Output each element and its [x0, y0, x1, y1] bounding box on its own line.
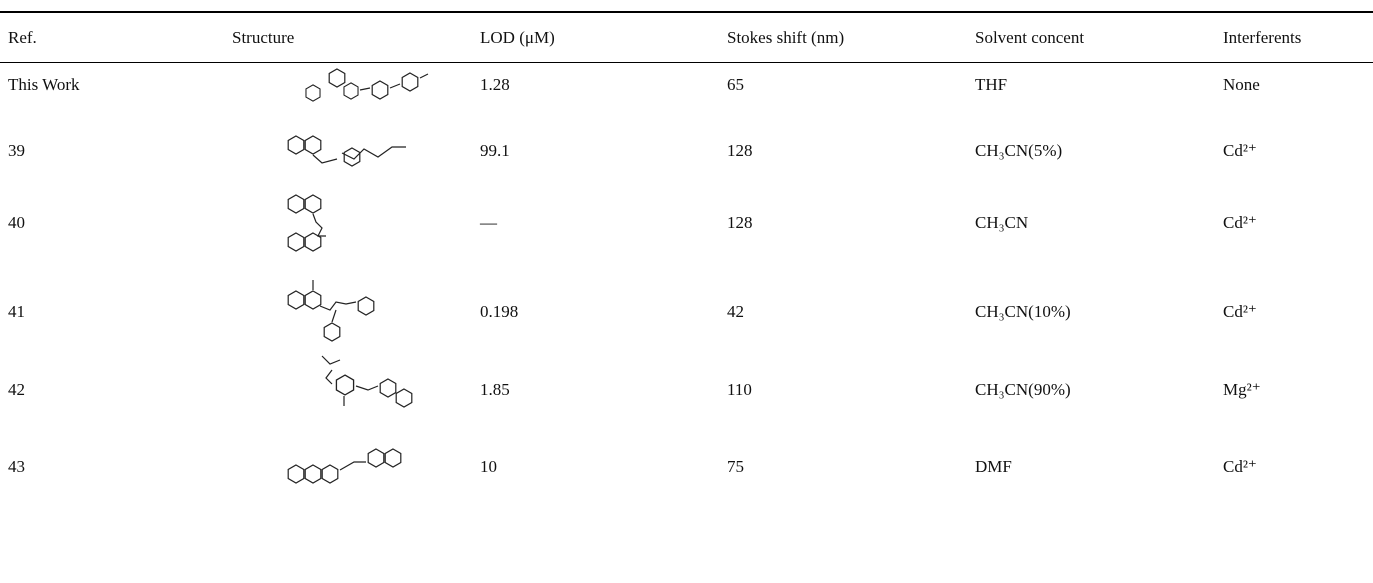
- cell-text: DMF: [975, 457, 1012, 476]
- structure: [287, 448, 402, 484]
- cell-text: 42: [727, 302, 744, 321]
- cell-text: —: [480, 213, 497, 232]
- cell-text: 41: [8, 302, 25, 321]
- structure: [305, 68, 429, 102]
- cell-text: This Work: [8, 75, 80, 94]
- cell-text: 39: [8, 141, 25, 160]
- cell-text: 42: [8, 380, 25, 399]
- cell-text: LOD (μM): [480, 28, 555, 47]
- cell-text: CH₃CN(10%): [975, 302, 1071, 321]
- cell-text: Cd²⁺: [1223, 213, 1257, 232]
- cell-text: CH₃CN(5%): [975, 141, 1063, 160]
- structure: [287, 280, 375, 342]
- header-rule: [0, 62, 1373, 63]
- cell-text: 43: [8, 457, 25, 476]
- cell-text: Solvent concent: [975, 28, 1085, 47]
- cell-text: Cd²⁺: [1223, 302, 1257, 321]
- cell-text: THF: [975, 75, 1008, 94]
- cell-text: Ref.: [8, 28, 37, 47]
- cell-text: 99.1: [480, 141, 510, 160]
- cell-text: Interferents: [1223, 28, 1302, 47]
- cell-text: Cd²⁺: [1223, 457, 1257, 476]
- cell-text: Mg²⁺: [1223, 380, 1261, 399]
- cell-text: CH₃CN: [975, 213, 1029, 232]
- top-rule: [0, 11, 1373, 13]
- cell-text: None: [1223, 75, 1260, 94]
- cell-text: Cd²⁺: [1223, 141, 1257, 160]
- cell-text: 0.198: [480, 302, 519, 321]
- cell-text: CH₃CN(90%): [975, 380, 1071, 399]
- structure: [321, 355, 413, 408]
- cell-text: 110: [727, 380, 752, 399]
- cell-text: 75: [727, 457, 744, 476]
- cell-text: 1.85: [480, 380, 510, 399]
- cell-text: 128: [727, 141, 753, 160]
- cell-text: 10: [480, 457, 497, 476]
- cell-text: Stokes shift (nm): [727, 28, 845, 47]
- cell-text: 1.28: [480, 75, 510, 94]
- cell-text: 40: [8, 213, 25, 232]
- cell-text: Structure: [232, 28, 295, 47]
- cell-text: 65: [727, 75, 744, 94]
- structure: [287, 194, 326, 252]
- structure: [287, 135, 406, 167]
- cell-text: 128: [727, 213, 753, 232]
